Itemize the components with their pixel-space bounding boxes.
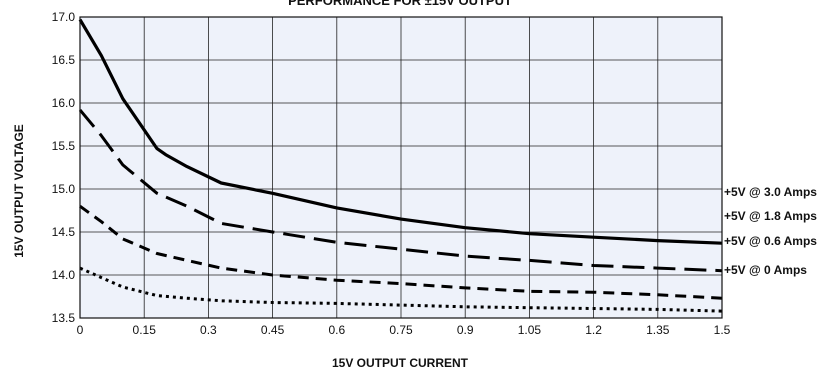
legend: +5V @ 3.0 Amps +5V @ 1.8 Amps +5V @ 0.6 Am… <box>724 185 817 277</box>
x-tick-label: 1.05 <box>518 323 542 337</box>
x-tick-labels: 0 0.15 0.3 0.45 0.6 0.75 0.9 1.05 1.2 1.35 1.5 <box>77 323 731 337</box>
legend-entry-4: +5V @ 0 Amps <box>724 263 807 277</box>
x-tick-label: 1.35 <box>646 323 670 337</box>
series-line-2 <box>78 108 723 273</box>
y-tick-label: 15.0 <box>52 182 76 196</box>
legend-entry-1: +5V @ 3.0 Amps <box>724 185 817 199</box>
y-tick-label: 14.0 <box>52 268 76 282</box>
x-tick-label: 0 <box>77 323 84 337</box>
series-line-1 <box>78 18 723 245</box>
x-axis-title: 15V OUTPUT CURRENT <box>332 356 469 370</box>
x-tick-label: 1.2 <box>585 323 602 337</box>
y-tick-label: 16.0 <box>52 96 76 110</box>
y-axis-title: 15V OUTPUT VOLTAGE <box>12 124 26 258</box>
y-tick-label: 14.5 <box>52 225 76 239</box>
y-tick-label: 15.5 <box>52 139 76 153</box>
legend-entry-2: +5V @ 1.8 Amps <box>724 209 817 223</box>
y-tick-label: 16.5 <box>52 53 76 67</box>
y-tick-label: 17.0 <box>52 10 76 24</box>
y-tick-labels: 13.5 14.0 14.5 15.0 15.5 16.0 16.5 17.0 <box>52 10 76 325</box>
x-tick-label: 0.9 <box>457 323 474 337</box>
chart-title: PERFORMANCE FOR ±15V OUTPUT <box>288 0 512 8</box>
x-tick-label: 0.45 <box>261 323 285 337</box>
plot-frame <box>79 16 723 319</box>
y-tick-label: 13.5 <box>52 311 76 325</box>
x-tick-label: 0.6 <box>328 323 345 337</box>
series-lines <box>78 18 723 313</box>
x-tick-label: 0.15 <box>133 323 157 337</box>
x-tick-label: 0.3 <box>200 323 217 337</box>
x-tick-label: 0.75 <box>389 323 413 337</box>
series-line-3 <box>79 204 723 300</box>
legend-entry-3: +5V @ 0.6 Amps <box>724 234 817 248</box>
x-tick-label: 1.5 <box>714 323 731 337</box>
